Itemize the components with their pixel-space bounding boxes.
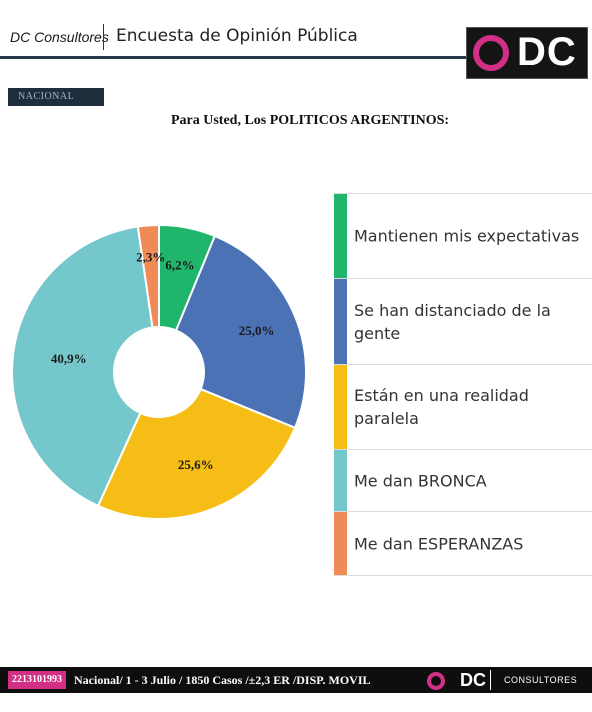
slice-3	[11, 225, 154, 508]
footer-logo-ring-icon	[427, 672, 445, 690]
legend-item-4: Me dan ESPERANZAS	[334, 512, 592, 576]
odc-logo: DC	[466, 27, 588, 79]
slice-label-2: 25,6%	[178, 457, 214, 472]
donut-chart: 6,2% 25,0% 25,6% 40,9% 2,3%	[11, 223, 307, 520]
legend-swatch-4	[334, 512, 347, 575]
legend-swatch-0	[334, 194, 347, 278]
legend-item-2: Están en una realidad paralela	[334, 365, 592, 450]
header: DC Consultores Encuesta de Opinión Públi…	[0, 0, 592, 80]
page-title: Encuesta de Opinión Pública	[116, 26, 358, 46]
chart-title: Para Usted, Los POLITICOS ARGENTINOS:	[170, 113, 450, 128]
legend-item-0: Mantienen mis expectativas	[334, 194, 592, 279]
legend-item-1: Se han distanciado de la gente	[334, 279, 592, 365]
slice-label-3: 40,9%	[51, 351, 87, 366]
chart-labels: 6,2% 25,0% 25,6% 40,9% 2,3%	[51, 250, 275, 472]
footer-logo-subtitle: CONSULTORES	[504, 675, 578, 685]
slice-2	[96, 387, 297, 520]
legend-label-1: Se han distanciado de la gente	[354, 300, 551, 343]
slice-label-0: 6,2%	[165, 257, 194, 272]
logo-ring-icon	[473, 35, 509, 71]
legend-label-2: Están en una realidad paralela	[354, 386, 529, 428]
footer-phone: 2213101993	[8, 671, 66, 689]
slice-label-4: 2,3%	[136, 250, 165, 265]
footer-logo-text: DC	[460, 670, 491, 690]
chart-slices	[11, 223, 307, 520]
header-divider	[103, 24, 104, 50]
scope-badge: NACIONAL	[8, 88, 104, 106]
footer-info: Nacional/ 1 - 3 Julio / 1850 Casos /±2,3…	[74, 673, 371, 687]
slice-1	[174, 234, 307, 430]
legend-label-0: Mantienen mis expectativas	[354, 226, 580, 246]
legend-label-3: Me dan BRONCA	[354, 471, 487, 490]
legend-swatch-2	[334, 365, 347, 449]
header-rule	[0, 56, 470, 59]
logo-text: DC	[517, 30, 577, 74]
legend-item-3: Me dan BRONCA	[334, 450, 592, 512]
legend-label-4: Me dan ESPERANZAS	[354, 534, 524, 553]
brand-name: DC Consultores	[10, 29, 109, 45]
slice-4	[136, 223, 160, 329]
slice-label-1: 25,0%	[239, 323, 275, 338]
legend-swatch-1	[334, 279, 347, 364]
footer-bar: 2213101993 Nacional/ 1 - 3 Julio / 1850 …	[0, 667, 592, 693]
chart-legend: Mantienen mis expectativas Se han distanc…	[334, 193, 592, 577]
legend-swatch-3	[334, 450, 347, 511]
